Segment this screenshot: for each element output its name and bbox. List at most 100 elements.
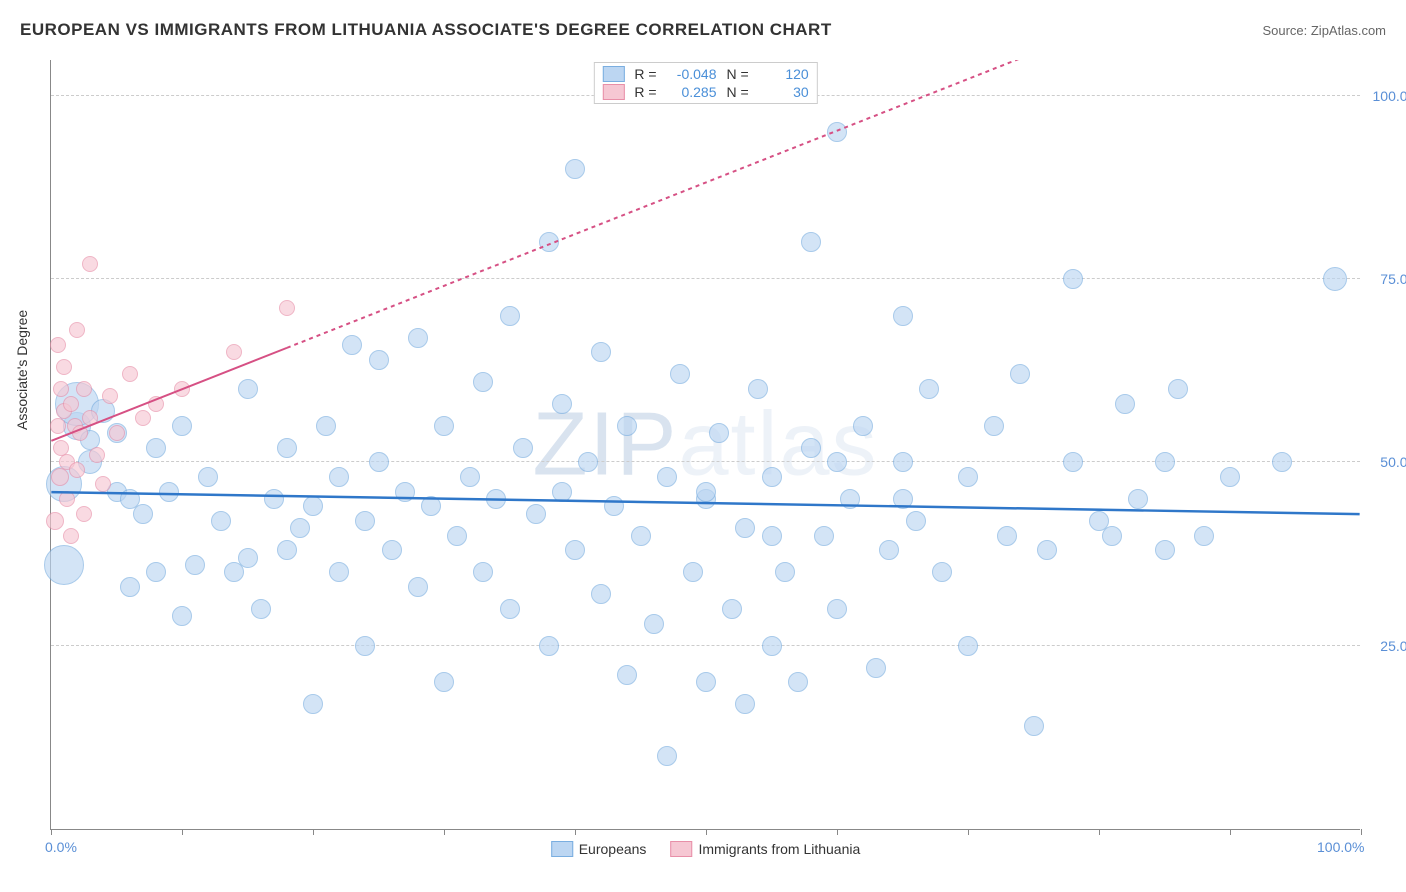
legend-item-europeans: Europeans: [551, 841, 647, 857]
data-point-europeans: [919, 379, 939, 399]
x-tick: [706, 829, 707, 835]
y-tick-label: 75.0%: [1365, 271, 1406, 287]
data-point-europeans: [617, 665, 637, 685]
data-point-europeans: [447, 526, 467, 546]
data-point-europeans: [604, 496, 624, 516]
legend-item-lithuania: Immigrants from Lithuania: [670, 841, 860, 857]
data-point-europeans: [1168, 379, 1188, 399]
data-point-lithuania: [122, 366, 138, 382]
data-point-europeans: [722, 599, 742, 619]
r-label: R =: [634, 66, 656, 82]
data-point-europeans: [1024, 716, 1044, 736]
data-point-europeans: [303, 496, 323, 516]
data-point-europeans: [906, 511, 926, 531]
data-point-europeans: [329, 562, 349, 582]
data-point-lithuania: [76, 381, 92, 397]
data-point-lithuania: [69, 322, 85, 338]
data-point-europeans: [303, 694, 323, 714]
data-point-lithuania: [56, 359, 72, 375]
data-point-europeans: [565, 159, 585, 179]
data-point-europeans: [893, 489, 913, 509]
x-tick: [1361, 829, 1362, 835]
y-tick-label: 25.0%: [1365, 638, 1406, 654]
data-point-europeans: [526, 504, 546, 524]
data-point-europeans: [683, 562, 703, 582]
data-point-europeans: [801, 232, 821, 252]
n-value-lithuania: 30: [759, 84, 809, 100]
data-point-europeans: [434, 672, 454, 692]
data-point-europeans: [866, 658, 886, 678]
data-point-europeans: [827, 599, 847, 619]
data-point-europeans: [670, 364, 690, 384]
x-tick: [1099, 829, 1100, 835]
data-point-europeans: [408, 577, 428, 597]
data-point-europeans: [172, 606, 192, 626]
data-point-europeans: [408, 328, 428, 348]
scatter-chart: ZIPatlas R = -0.048 N = 120 R = 0.285 N …: [50, 60, 1360, 830]
data-point-europeans: [762, 526, 782, 546]
gridline: [51, 278, 1360, 279]
r-label: R =: [634, 84, 656, 100]
x-tick: [575, 829, 576, 835]
data-point-lithuania: [51, 468, 69, 486]
x-tick: [51, 829, 52, 835]
data-point-lithuania: [50, 337, 66, 353]
data-point-lithuania: [102, 388, 118, 404]
data-point-europeans: [355, 636, 375, 656]
data-point-europeans: [146, 438, 166, 458]
n-label: N =: [727, 84, 749, 100]
data-point-europeans: [840, 489, 860, 509]
data-point-europeans: [775, 562, 795, 582]
data-point-europeans: [198, 467, 218, 487]
data-point-europeans: [748, 379, 768, 399]
legend-row-lithuania: R = 0.285 N = 30: [602, 83, 808, 101]
data-point-europeans: [355, 511, 375, 531]
data-point-europeans: [277, 438, 297, 458]
data-point-europeans: [617, 416, 637, 436]
data-point-lithuania: [63, 396, 79, 412]
data-point-lithuania: [135, 410, 151, 426]
data-point-europeans: [369, 452, 389, 472]
data-point-europeans: [473, 372, 493, 392]
y-axis-label: Associate's Degree: [14, 310, 30, 430]
data-point-europeans: [211, 511, 231, 531]
data-point-europeans: [290, 518, 310, 538]
source-label: Source: ZipAtlas.com: [1262, 23, 1386, 38]
data-point-europeans: [539, 232, 559, 252]
data-point-europeans: [369, 350, 389, 370]
data-point-europeans: [631, 526, 651, 546]
data-point-lithuania: [63, 528, 79, 544]
data-point-europeans: [1272, 452, 1292, 472]
data-point-lithuania: [53, 381, 69, 397]
swatch-lithuania: [602, 84, 624, 100]
data-point-lithuania: [76, 506, 92, 522]
data-point-europeans: [329, 467, 349, 487]
data-point-europeans: [1102, 526, 1122, 546]
data-point-europeans: [120, 577, 140, 597]
data-point-lithuania: [46, 512, 64, 530]
data-point-lithuania: [82, 410, 98, 426]
data-point-europeans: [500, 306, 520, 326]
data-point-lithuania: [69, 462, 85, 478]
data-point-europeans: [893, 452, 913, 472]
data-point-europeans: [984, 416, 1004, 436]
data-point-europeans: [539, 636, 559, 656]
data-point-lithuania: [72, 425, 88, 441]
correlation-legend: R = -0.048 N = 120 R = 0.285 N = 30: [593, 62, 817, 104]
r-value-europeans: -0.048: [667, 66, 717, 82]
data-point-lithuania: [89, 447, 105, 463]
data-point-lithuania: [148, 396, 164, 412]
data-point-europeans: [1323, 267, 1347, 291]
data-point-europeans: [696, 482, 716, 502]
swatch-europeans-bottom: [551, 841, 573, 857]
data-point-europeans: [997, 526, 1017, 546]
chart-title: EUROPEAN VS IMMIGRANTS FROM LITHUANIA AS…: [20, 20, 832, 40]
data-point-europeans: [879, 540, 899, 560]
data-point-europeans: [788, 672, 808, 692]
data-point-lithuania: [53, 440, 69, 456]
data-point-europeans: [1063, 269, 1083, 289]
data-point-europeans: [238, 379, 258, 399]
data-point-lithuania: [109, 425, 125, 441]
data-point-europeans: [44, 545, 84, 585]
data-point-europeans: [1063, 452, 1083, 472]
